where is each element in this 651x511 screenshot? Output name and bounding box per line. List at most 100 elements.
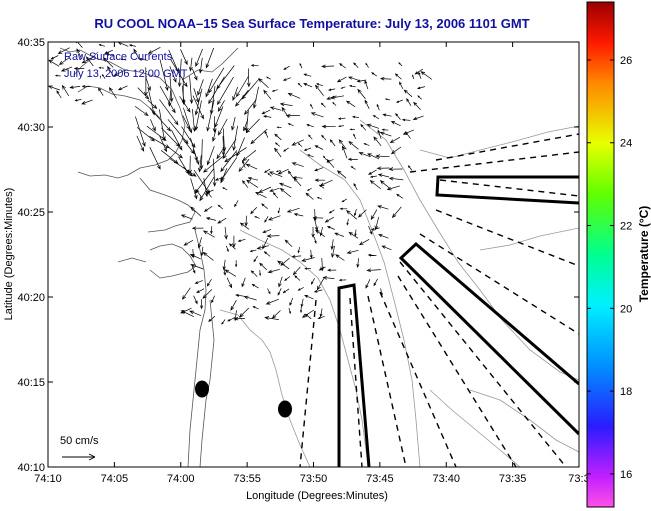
current-arrow — [232, 235, 236, 249]
current-arrow — [401, 118, 411, 122]
current-arrow — [264, 316, 279, 320]
current-arrow — [223, 267, 227, 276]
current-arrow — [193, 148, 200, 166]
transect-lines — [299, 133, 579, 467]
current-arrow — [150, 119, 156, 132]
current-arrow — [417, 95, 422, 100]
current-arrow — [58, 57, 70, 66]
current-arrow — [283, 147, 289, 152]
current-arrow — [253, 255, 258, 263]
current-arrow — [246, 179, 259, 188]
current-arrow — [377, 173, 390, 178]
current-arrow — [197, 155, 202, 173]
current-arrow — [254, 192, 267, 199]
current-arrow — [98, 44, 106, 47]
x-tick-label: 73:35 — [499, 473, 527, 485]
current-arrow — [348, 84, 356, 88]
current-arrow — [293, 177, 302, 187]
current-arrow — [418, 71, 422, 79]
current-arrow — [348, 231, 359, 239]
current-arrow — [263, 251, 271, 257]
current-arrow — [161, 127, 180, 148]
current-arrow — [264, 130, 269, 138]
current-arrow — [279, 102, 293, 107]
current-arrow — [232, 125, 238, 151]
current-arrow — [217, 217, 227, 224]
current-arrow — [380, 288, 383, 296]
current-arrow — [337, 125, 344, 128]
current-arrow — [190, 178, 198, 200]
current-arrow — [294, 275, 301, 281]
current-arrow — [373, 136, 382, 147]
current-arrow — [198, 57, 203, 74]
current-arrow — [48, 59, 60, 67]
current-arrow — [380, 76, 392, 81]
current-arrow — [267, 288, 271, 295]
current-arrow — [180, 214, 193, 220]
current-arrow — [54, 74, 61, 77]
current-arrow — [304, 313, 312, 320]
current-arrow — [263, 168, 271, 173]
current-arrow — [278, 276, 283, 288]
current-arrow — [366, 268, 381, 273]
current-arrow — [199, 139, 204, 170]
current-arrow — [358, 152, 371, 158]
current-arrow — [322, 155, 327, 161]
current-arrow — [258, 78, 269, 89]
colorbar-label: Temperature (°C) — [637, 206, 651, 303]
current-arrow — [370, 227, 380, 231]
current-arrow — [368, 225, 373, 235]
current-arrow — [202, 230, 215, 238]
current-arrow — [269, 106, 282, 111]
current-arrow — [324, 216, 335, 223]
current-arrow — [297, 82, 303, 88]
current-arrow — [267, 215, 281, 221]
current-arrow — [291, 254, 302, 259]
current-arrow — [180, 310, 194, 318]
current-arrow — [182, 166, 193, 177]
current-arrow — [206, 279, 212, 287]
current-arrow — [389, 136, 401, 144]
current-arrow — [208, 67, 225, 94]
current-arrow — [292, 266, 301, 276]
y-tick-label: 40:35 — [17, 37, 45, 49]
current-arrow — [388, 167, 403, 172]
current-arrow — [318, 266, 326, 271]
current-arrow — [276, 126, 282, 129]
y-tick-label: 40:15 — [17, 377, 45, 389]
x-tick-label: 74:00 — [167, 473, 195, 485]
current-arrow — [293, 213, 304, 217]
current-arrow — [205, 190, 212, 198]
x-tick-label: 74:05 — [101, 473, 129, 485]
current-arrow — [384, 98, 390, 101]
current-arrow — [299, 62, 303, 69]
current-arrow — [372, 115, 380, 120]
current-arrow — [365, 62, 369, 68]
current-arrow — [199, 176, 215, 202]
current-arrow — [300, 298, 304, 308]
current-arrow — [388, 176, 404, 181]
current-arrow — [321, 134, 327, 141]
current-arrow — [381, 245, 392, 251]
current-arrow — [267, 268, 280, 274]
current-arrow — [170, 59, 188, 88]
current-arrow — [357, 88, 366, 100]
current-arrow — [149, 107, 172, 132]
current-arrow — [369, 180, 382, 190]
current-arrow — [235, 293, 245, 297]
current-arrow — [313, 289, 323, 293]
y-axis-ticks: 40:35 40:30 40:25 40:20 40:15 40:10 — [17, 37, 579, 474]
current-arrow — [181, 85, 186, 106]
colorbar-tick-label: 24 — [620, 138, 632, 150]
current-arrow — [202, 289, 213, 299]
current-arrow — [304, 295, 314, 300]
x-axis-label: Longitude (Degrees:Minutes) — [246, 490, 388, 502]
current-arrow — [377, 129, 382, 139]
current-arrow — [199, 299, 204, 310]
current-arrow — [228, 243, 236, 250]
bathymetry-contours — [219, 119, 579, 467]
current-arrow — [81, 84, 91, 88]
current-arrow — [241, 277, 246, 288]
current-arrow — [259, 262, 268, 271]
current-arrow — [220, 168, 228, 184]
